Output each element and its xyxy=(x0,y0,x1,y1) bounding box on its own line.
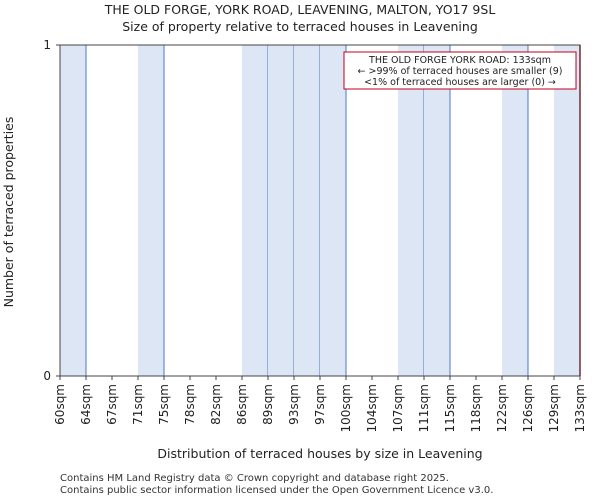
annotation-line-3: <1% of terraced houses are larger (0) → xyxy=(364,77,556,88)
bar-60sqm xyxy=(60,45,86,376)
footer: Contains HM Land Registry data © Crown c… xyxy=(60,473,493,497)
bar-89sqm xyxy=(268,45,294,376)
x-tick-label-107sqm: 107sqm xyxy=(391,384,405,432)
bar-71sqm xyxy=(138,45,164,376)
annotation-line-2: ← >99% of terraced houses are smaller (9… xyxy=(358,66,563,77)
x-axis-label: Distribution of terraced houses by size … xyxy=(157,446,482,461)
footer-line-1: Contains HM Land Registry data © Crown c… xyxy=(60,473,449,484)
bar-122sqm xyxy=(502,45,528,376)
bar-129sqm xyxy=(554,45,580,376)
marker-annotation: THE OLD FORGE YORK ROAD: 133sqm← >99% of… xyxy=(343,51,577,90)
x-tick-label-86sqm: 86sqm xyxy=(235,384,249,425)
x-tick-label-71sqm: 71sqm xyxy=(131,384,145,425)
x-tick-label-118sqm: 118sqm xyxy=(469,384,483,432)
bar-93sqm xyxy=(294,45,320,376)
x-tick-label-129sqm: 129sqm xyxy=(547,384,561,432)
y-tick-label-1: 1 xyxy=(43,38,51,52)
bars-group xyxy=(60,45,581,376)
x-tick-label-115sqm: 115sqm xyxy=(443,384,457,432)
x-tick-label-64sqm: 64sqm xyxy=(79,384,93,425)
x-tick-label-82sqm: 82sqm xyxy=(209,384,223,425)
bar-97sqm xyxy=(320,45,346,376)
x-tick-label-104sqm: 104sqm xyxy=(365,384,379,432)
x-tick-label-78sqm: 78sqm xyxy=(183,384,197,425)
chart-title: THE OLD FORGE, YORK ROAD, LEAVENING, MAL… xyxy=(104,2,496,17)
y-tick-label-0: 0 xyxy=(43,369,51,383)
x-tick-label-67sqm: 67sqm xyxy=(105,384,119,425)
bar-86sqm xyxy=(242,45,268,376)
x-tick-label-126sqm: 126sqm xyxy=(521,384,535,432)
bar-111sqm xyxy=(424,45,450,376)
x-axis-ticks: 60sqm 64sqm 67sqm 71sqm 75sqm 78sqm 82sqm 86sqm… xyxy=(53,376,587,432)
bar-107sqm xyxy=(398,45,424,376)
x-tick-label-97sqm: 97sqm xyxy=(313,384,327,425)
x-tick-label-89sqm: 89sqm xyxy=(261,384,275,425)
x-tick-label-60sqm: 60sqm xyxy=(53,384,67,425)
chart-subtitle: Size of property relative to terraced ho… xyxy=(122,19,478,34)
footer-line-2: Contains public sector information licen… xyxy=(60,485,494,496)
annotation-box xyxy=(343,51,577,90)
annotation-line-1: THE OLD FORGE YORK ROAD: 133sqm xyxy=(368,55,551,66)
x-tick-label-122sqm: 122sqm xyxy=(495,384,509,432)
x-tick-label-75sqm: 75sqm xyxy=(157,384,171,425)
x-tick-label-133sqm: 133sqm xyxy=(573,384,587,432)
x-tick-label-93sqm: 93sqm xyxy=(287,384,301,425)
y-axis-ticks: 01 xyxy=(43,38,60,383)
y-axis-label: Number of terraced properties xyxy=(1,117,16,308)
histogram-chart: THE OLD FORGE, YORK ROAD, LEAVENING, MAL… xyxy=(1,2,587,461)
x-tick-label-111sqm: 111sqm xyxy=(417,384,431,432)
x-tick-label-100sqm: 100sqm xyxy=(339,384,353,432)
